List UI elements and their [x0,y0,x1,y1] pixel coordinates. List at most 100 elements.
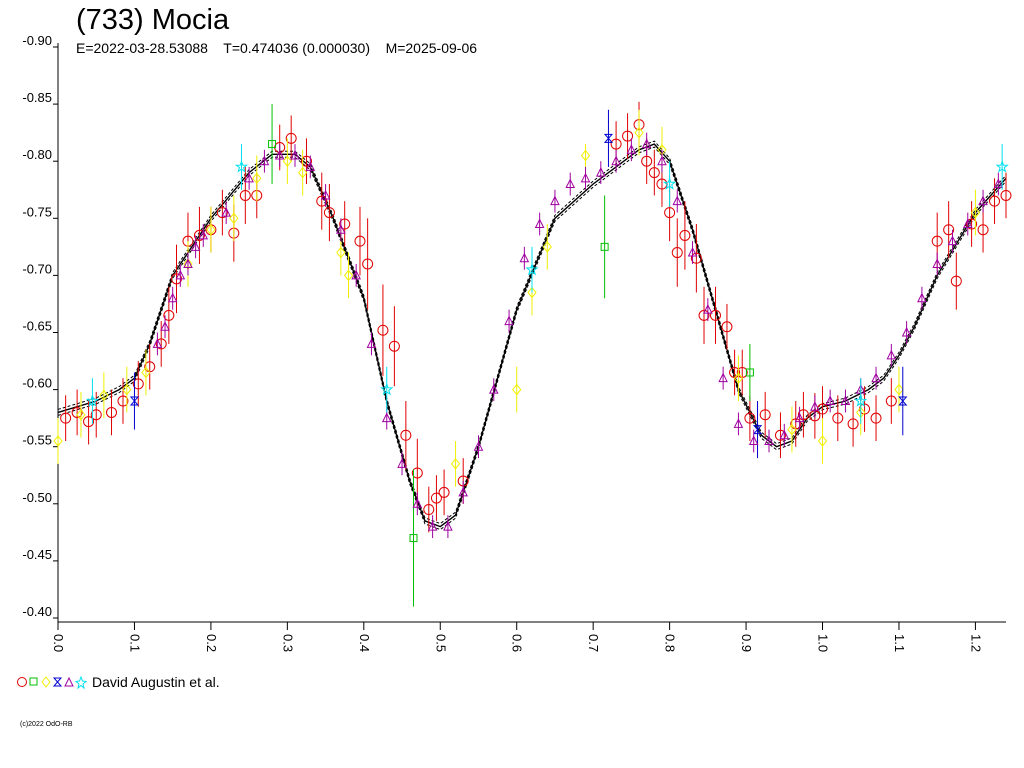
star-marker [662,176,677,190]
circle-marker [885,395,897,407]
triangle-marker [794,412,805,423]
x-tick-label: 0.3 [280,634,295,652]
triangle-marker [978,195,988,206]
triangle-marker [703,304,713,314]
circle-marker [90,409,102,421]
diamond-marker [450,458,461,470]
triangle-marker [901,326,912,337]
triangle-marker [160,321,170,331]
circle-marker [362,258,374,270]
circle-marker [966,218,978,230]
diamond-marker [817,435,828,447]
hourglass-marker [603,133,614,143]
diamond-marker [282,155,292,168]
circle-marker [931,235,943,247]
x-tick-label: 0.0 [51,634,66,652]
circle-marker [698,309,710,321]
y-tick-label: -0.90 [22,33,52,48]
triangle-marker [259,155,270,166]
triangle-marker [290,149,300,160]
triangle-marker [366,338,377,348]
circle-marker [950,275,962,287]
star-marker [234,159,249,173]
triangle-marker [458,486,469,497]
circle-marker [60,412,72,424]
hourglass-marker [898,396,908,406]
triangle-marker [993,178,1004,189]
x-tick-label: 0.9 [739,634,754,652]
diamond-marker [970,206,981,219]
circle-marker [977,224,989,236]
triangle-marker [167,292,178,303]
circle-marker [106,406,118,418]
legend-label: David Augustin et al. [92,674,220,690]
model-curve [57,140,1007,525]
circle-marker [411,467,423,479]
triangle-marker [183,258,193,268]
circle-marker [1000,189,1012,201]
triangle-marker [718,372,728,383]
triangle-marker [397,458,407,468]
y-tick-label: -0.85 [22,90,52,105]
triangle-marker [534,218,545,229]
circle-marker [610,138,622,150]
triangle-marker [473,441,484,451]
y-tick-label: -0.75 [22,204,52,219]
x-tick-label: 0.1 [127,634,142,652]
triangle-marker [305,161,316,171]
circle-marker [193,229,205,241]
circle-marker [641,155,653,167]
circle-marker [744,412,756,424]
x-tick-label: 0.5 [433,634,448,652]
circle-marker [323,207,335,219]
triangle-marker [595,167,606,177]
diamond-marker [580,149,591,162]
triangle-marker [504,315,514,326]
diamond-marker [122,383,132,396]
y-tick-label: -0.65 [22,319,52,334]
circle-marker [671,247,683,259]
diamond-marker [527,286,537,299]
diamond-marker [336,246,346,259]
triangle-marker [626,144,637,154]
triangle-marker [198,229,209,240]
triangle-marker [244,172,254,183]
triangle-marker [825,395,835,406]
triangle-marker [412,498,423,508]
circle-marker [797,409,809,421]
chart-meta: E=2022-03-28.53088 T=0.474036 (0.000030)… [76,40,477,56]
x-tick-label: 1.1 [892,634,907,652]
circle-marker [377,324,389,336]
triangle-marker [886,349,897,360]
x-tick-label: 1.0 [816,634,831,652]
circle-marker [423,504,435,516]
triangle-marker [519,252,530,263]
circle-marker [943,224,955,236]
triangle-marker [687,246,698,257]
triangle-marker [917,292,927,303]
model-curve [57,146,1007,531]
circle-marker [759,409,771,421]
legend-square-marker [29,677,38,686]
circle-marker [400,429,412,441]
copyright: (c)2022 OdO-RB [20,721,73,728]
circle-marker [71,406,83,418]
circle-marker [438,486,450,498]
circle-marker [989,195,1001,207]
legend-diamond-marker [41,676,51,688]
legend-star-marker [74,675,88,690]
x-tick-label: 0.8 [663,634,678,652]
diamond-marker [343,269,354,282]
model-curve [57,143,1007,528]
model-date-label: M=2025-09-06 [385,40,478,56]
triangle-marker [274,149,285,160]
circle-marker [339,218,351,230]
circle-marker [664,207,676,219]
circle-marker [155,338,167,350]
y-tick-label: -0.80 [22,147,52,162]
diamond-marker [141,366,151,379]
diamond-marker [252,172,262,185]
circle-marker [239,189,251,201]
triangle-marker [152,338,163,348]
